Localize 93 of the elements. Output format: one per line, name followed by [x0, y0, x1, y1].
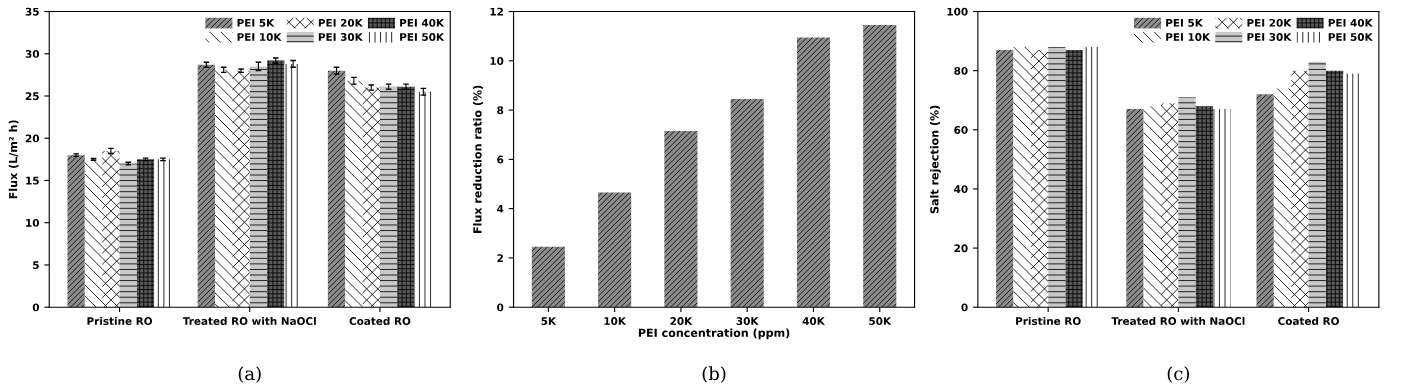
y-axis-title: Flux (L/m² h)	[8, 120, 19, 199]
bar	[1308, 61, 1326, 308]
legend-label: PEI 40K	[400, 18, 445, 27]
legend-label: PEI 30K	[318, 33, 364, 41]
y-tick-label: 15	[26, 176, 39, 185]
bar	[1213, 109, 1231, 308]
legend-label: PEI 5K	[237, 19, 275, 27]
y-tick-label: 30	[25, 49, 40, 58]
bar	[1195, 106, 1214, 308]
x-tick-label: 10K	[604, 317, 627, 325]
bar	[327, 70, 346, 308]
bar	[863, 25, 897, 308]
x-tick-label: 5K	[541, 317, 557, 325]
bar	[1256, 94, 1274, 308]
bar	[598, 192, 632, 308]
y-tick-label: 20	[25, 134, 40, 143]
bar	[136, 159, 155, 308]
bar	[102, 150, 120, 308]
bar	[664, 131, 698, 308]
y-tick-label: 5	[33, 261, 39, 270]
bar	[197, 64, 216, 308]
y-tick-label: 20	[954, 244, 968, 253]
bar	[249, 66, 268, 308]
y-axis-title: Salt rejection (%)	[930, 105, 941, 214]
bar	[1126, 109, 1144, 308]
y-tick-label: 60	[954, 126, 968, 134]
bar	[1030, 49, 1049, 308]
bar	[232, 70, 250, 308]
bar	[796, 37, 831, 308]
y-tick-label: 35	[25, 7, 39, 16]
bar	[531, 246, 565, 308]
bar	[1161, 103, 1179, 308]
y-tick-label: 12	[490, 7, 503, 16]
x-tick-label: 40K	[802, 317, 826, 325]
y-tick-label: 2	[497, 254, 503, 262]
legend-label: PEI 10K	[1166, 33, 1211, 41]
y-tick-label: 80	[954, 66, 968, 75]
y-tick-label: 0	[961, 303, 968, 312]
bar	[397, 86, 415, 308]
text: (b)	[702, 366, 726, 383]
y-tick-label: 10	[490, 57, 504, 65]
bar	[1082, 47, 1101, 308]
bar	[154, 159, 172, 308]
legend-label: PEI 5K	[1166, 19, 1204, 27]
x-tick-label: Treated RO with NaOCl	[1111, 316, 1245, 325]
bar	[119, 163, 137, 308]
bar	[1343, 73, 1361, 308]
text: (c)	[1167, 366, 1190, 383]
bar	[215, 69, 233, 308]
y-tick-label: 40	[954, 185, 968, 194]
bar	[1143, 106, 1161, 308]
legend-label: PEI 20K	[1247, 18, 1292, 27]
x-tick-label: 30K	[736, 317, 759, 325]
legend-label: PEI 50K	[1328, 33, 1373, 41]
x-tick-label: Pristine RO	[1016, 316, 1081, 325]
legend-label: PEI 40K	[1328, 18, 1373, 27]
legend-label: PEI 10K	[237, 33, 282, 41]
x-tick-label: 50K	[869, 317, 892, 325]
bar	[267, 60, 285, 308]
y-tick-label: 4	[497, 205, 504, 213]
x-tick-label: 20K	[670, 317, 693, 325]
text: (a)	[238, 366, 261, 383]
bar	[414, 91, 433, 308]
bar	[1291, 70, 1309, 308]
bar	[67, 155, 85, 308]
y-tick-label: 0	[32, 303, 40, 312]
x-tick-label: Coated RO	[1278, 316, 1339, 325]
bar	[1048, 47, 1066, 308]
bar	[84, 159, 103, 308]
bar	[1065, 49, 1083, 308]
bar	[345, 80, 363, 308]
bar	[362, 87, 380, 308]
legend-label: PEI 30K	[1247, 33, 1292, 41]
bar	[1013, 47, 1031, 308]
y-axis-title: Flux reduction ratio (%)	[473, 85, 483, 233]
legend-label: PEI 50K	[400, 33, 445, 41]
y-tick-label: 6	[497, 155, 504, 164]
y-tick-label: 25	[25, 92, 39, 101]
y-tick-label: 10	[26, 218, 40, 227]
bar	[1325, 70, 1344, 308]
bar	[1273, 88, 1292, 308]
bar	[379, 86, 398, 308]
x-tick-label: Coated RO	[349, 316, 411, 325]
x-axis-title: PEI concentration (ppm)	[638, 328, 790, 340]
x-tick-label: Pristine RO	[87, 316, 153, 325]
y-tick-label: 8	[497, 106, 504, 115]
y-tick-label: 100	[947, 7, 968, 16]
y-tick-label: 0	[497, 303, 504, 312]
legend-label: PEI 20K	[318, 18, 364, 27]
bar	[730, 98, 764, 308]
bar	[996, 49, 1014, 308]
bar	[1178, 97, 1196, 308]
x-tick-label: Treated RO with NaOCl	[182, 316, 316, 325]
